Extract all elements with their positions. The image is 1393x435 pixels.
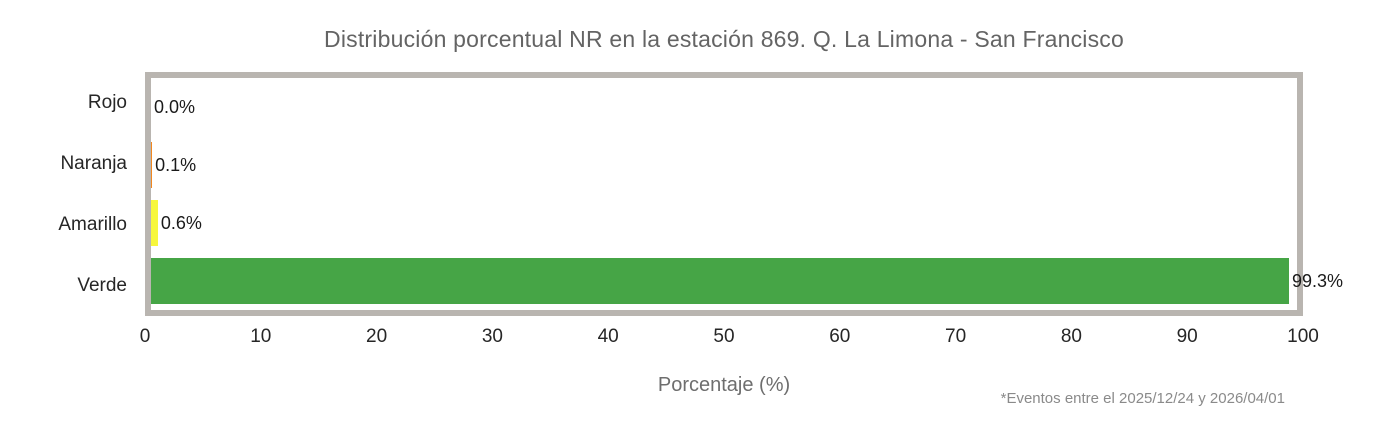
x-tick-label: 100 xyxy=(1287,326,1319,347)
y-tick-label: Amarillo xyxy=(58,213,127,235)
bar-row: 99.3% xyxy=(151,252,1343,310)
plot-area: 0.0% 0.1% 0.6% 99.3% xyxy=(145,72,1343,316)
y-tick-label: Rojo xyxy=(87,91,127,113)
bar-row: 0.6% xyxy=(151,194,1297,252)
bar-naranja xyxy=(151,142,153,188)
chart-title: Distribución porcentual NR en la estació… xyxy=(324,26,1124,52)
x-tick-label: 70 xyxy=(945,326,967,347)
x-tick-label: 0 xyxy=(139,326,151,347)
y-tick-label: Verde xyxy=(77,274,127,296)
x-tick-label: 50 xyxy=(713,326,735,347)
bar-value-label: 0.0% xyxy=(154,96,196,117)
x-axis-title: Porcentaje (%) xyxy=(657,374,791,396)
y-tick-label: Naranja xyxy=(60,152,127,174)
bar-value-label: 0.1% xyxy=(155,154,197,175)
x-tick-label: 40 xyxy=(597,326,619,347)
x-tick-label: 60 xyxy=(829,326,851,347)
x-tick-label: 10 xyxy=(250,326,272,347)
bar-rows: 0.0% 0.1% 0.6% 99.3% xyxy=(151,78,1343,310)
x-tick-label: 90 xyxy=(1176,326,1198,347)
x-tick-label: 30 xyxy=(481,326,503,347)
bar-value-label: 0.6% xyxy=(160,212,202,233)
x-axis-ticks: 0 10 20 30 40 50 60 70 80 90 100 xyxy=(140,326,1319,352)
bar-amarillo xyxy=(151,200,158,246)
y-axis-labels: Rojo Naranja Amarillo Verde xyxy=(0,72,127,316)
x-tick-label: 20 xyxy=(366,326,388,347)
bar-value-label: 99.3% xyxy=(1291,270,1344,291)
footnote: *Eventos entre el 2025/12/24 y 2026/04/0… xyxy=(1000,390,1285,407)
bar-verde xyxy=(151,258,1289,304)
bar-row: 0.1% xyxy=(151,136,1297,194)
bar-row: 0.0% xyxy=(151,78,1297,136)
x-tick-label: 80 xyxy=(1060,326,1082,347)
